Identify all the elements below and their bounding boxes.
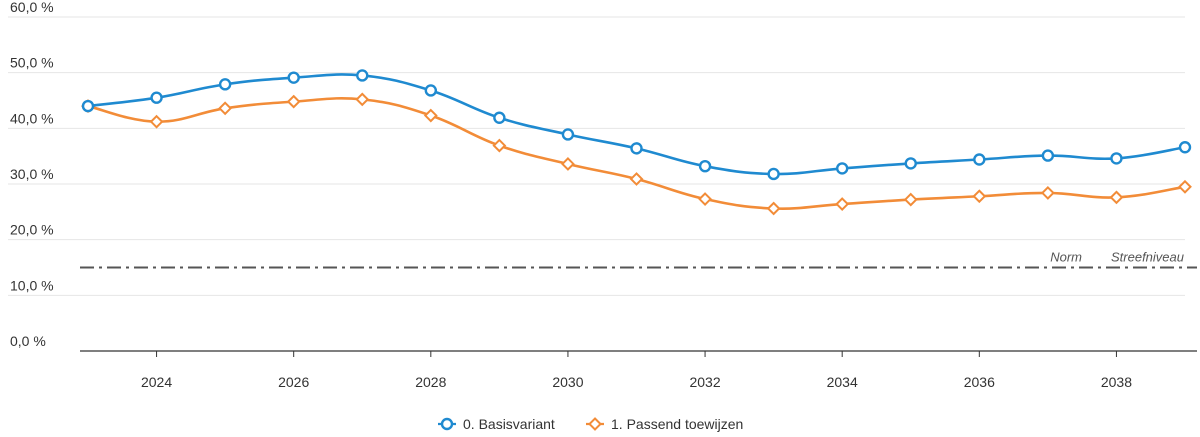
series-1 — [81, 92, 1192, 216]
data-point — [1178, 179, 1192, 194]
data-point — [286, 94, 301, 109]
data-point — [287, 71, 300, 84]
data-point — [355, 92, 370, 107]
series-line — [87, 73, 1186, 176]
data-point — [1178, 141, 1192, 154]
x-tick-label: 2024 — [141, 374, 172, 390]
x-tick-label: 2030 — [552, 374, 583, 390]
data-point — [629, 172, 644, 186]
data-point — [698, 159, 712, 173]
legend-marker — [440, 417, 454, 431]
x-tick-label: 2034 — [827, 374, 858, 390]
x-tick-label: 2026 — [278, 374, 309, 390]
data-point — [218, 78, 232, 91]
data-point — [561, 157, 575, 171]
data-point — [492, 138, 507, 153]
data-point — [493, 111, 506, 124]
legend: 0. Basisvariant 1. Passend toewijzen — [438, 416, 743, 432]
y-tick-label: 60,0 % — [10, 0, 54, 15]
y-axis-ticks: 0,0 % 10,0 % 20,0 % 30,0 % 40,0 % 50,0 % 60,0 … — [10, 0, 54, 349]
y-tick-label: 30,0 % — [10, 166, 54, 182]
x-tick-label: 2036 — [964, 374, 995, 390]
reference-label-norm: Norm — [1050, 250, 1082, 265]
data-point — [149, 114, 164, 129]
data-point — [1040, 185, 1055, 200]
y-tick-label: 10,0 % — [10, 277, 54, 293]
legend-label: 1. Passend toewijzen — [611, 416, 743, 432]
x-tick-label: 2038 — [1101, 374, 1132, 390]
data-point — [81, 99, 95, 113]
legend-marker — [588, 417, 602, 431]
legend-item-0: 0. Basisvariant — [438, 416, 555, 432]
data-point — [904, 157, 917, 170]
x-tick-label: 2028 — [415, 374, 446, 390]
gridlines — [8, 16, 1185, 296]
reference-line-group: Norm Streefniveau — [80, 250, 1197, 269]
data-point — [630, 142, 643, 155]
data-point — [1041, 149, 1055, 162]
y-tick-label: 20,0 % — [10, 222, 54, 238]
y-tick-label: 50,0 % — [10, 55, 54, 71]
legend-label: 0. Basisvariant — [463, 416, 555, 432]
data-point — [1109, 190, 1124, 205]
data-point — [835, 162, 849, 175]
data-point — [973, 153, 986, 166]
reference-label-streefniveau: Streefniveau — [1111, 250, 1184, 265]
data-point — [424, 84, 438, 97]
series-0 — [81, 69, 1192, 181]
data-point — [356, 69, 369, 82]
data-point — [835, 197, 850, 211]
data-point — [767, 167, 780, 181]
series-group — [81, 69, 1192, 216]
y-tick-label: 40,0 % — [10, 110, 54, 126]
data-point — [1110, 152, 1123, 165]
x-axis: 2024 2026 2028 2030 2032 2034 2036 2038 — [80, 350, 1197, 390]
data-point — [561, 128, 575, 141]
data-point — [972, 189, 987, 204]
data-point — [766, 201, 781, 216]
x-tick-label: 2032 — [689, 374, 720, 390]
data-point — [218, 101, 233, 116]
data-point — [903, 192, 918, 207]
data-point — [150, 91, 163, 104]
y-tick-label: 0,0 % — [10, 333, 46, 349]
data-point — [423, 108, 438, 123]
data-point — [698, 192, 712, 206]
legend-item-1: 1. Passend toewijzen — [586, 416, 743, 432]
